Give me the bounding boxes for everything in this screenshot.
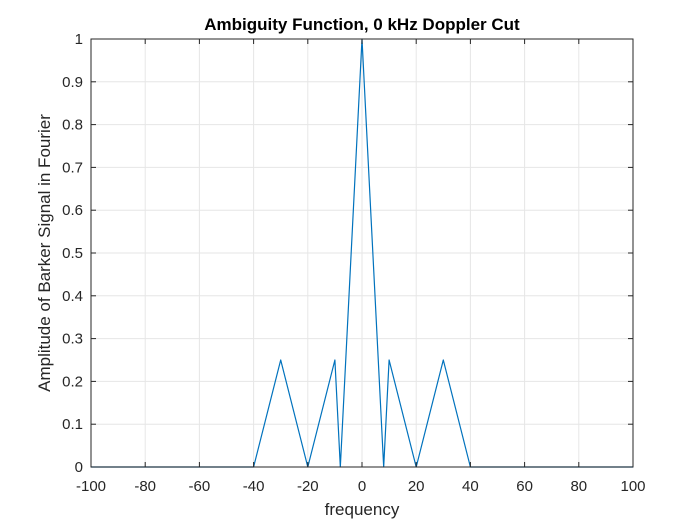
x-tick-label: 40 bbox=[462, 478, 479, 495]
y-tick-label: 0.2 bbox=[62, 373, 83, 390]
y-tick-label: 1 bbox=[75, 31, 83, 48]
x-axis-label: frequency bbox=[325, 500, 400, 519]
y-tick-label: 0 bbox=[75, 459, 83, 476]
x-tick-label: 100 bbox=[620, 478, 645, 495]
y-tick-label: 0.5 bbox=[62, 245, 83, 262]
y-tick-label: 0.4 bbox=[62, 288, 83, 305]
x-tick-labels: -100 -80 -60 -40 -20 0 20 40 60 80 100 bbox=[76, 478, 646, 495]
x-tick-label: 20 bbox=[408, 478, 425, 495]
ticks bbox=[90, 38, 634, 468]
x-tick-label: 80 bbox=[570, 478, 587, 495]
x-tick-label: 0 bbox=[358, 478, 366, 495]
x-tick-label: -40 bbox=[243, 478, 265, 495]
chart-title: Ambiguity Function, 0 kHz Doppler Cut bbox=[204, 15, 520, 34]
y-tick-label: 0.8 bbox=[62, 117, 83, 134]
x-tick-label: -80 bbox=[134, 478, 156, 495]
x-tick-label: -20 bbox=[297, 478, 319, 495]
x-tick-label: -100 bbox=[76, 478, 106, 495]
y-tick-label: 0.3 bbox=[62, 331, 83, 348]
y-tick-label: 0.7 bbox=[62, 159, 83, 176]
y-tick-label: 0.1 bbox=[62, 416, 83, 433]
y-tick-labels: 0 0.1 0.2 0.3 0.4 0.5 0.6 0.7 0.8 0.9 1 bbox=[62, 31, 83, 476]
y-axis-label: Amplitude of Barker Signal in Fourier bbox=[35, 114, 54, 392]
x-tick-label: 60 bbox=[516, 478, 533, 495]
y-tick-label: 0.6 bbox=[62, 202, 83, 219]
y-tick-label: 0.9 bbox=[62, 74, 83, 91]
x-tick-label: -60 bbox=[189, 478, 211, 495]
